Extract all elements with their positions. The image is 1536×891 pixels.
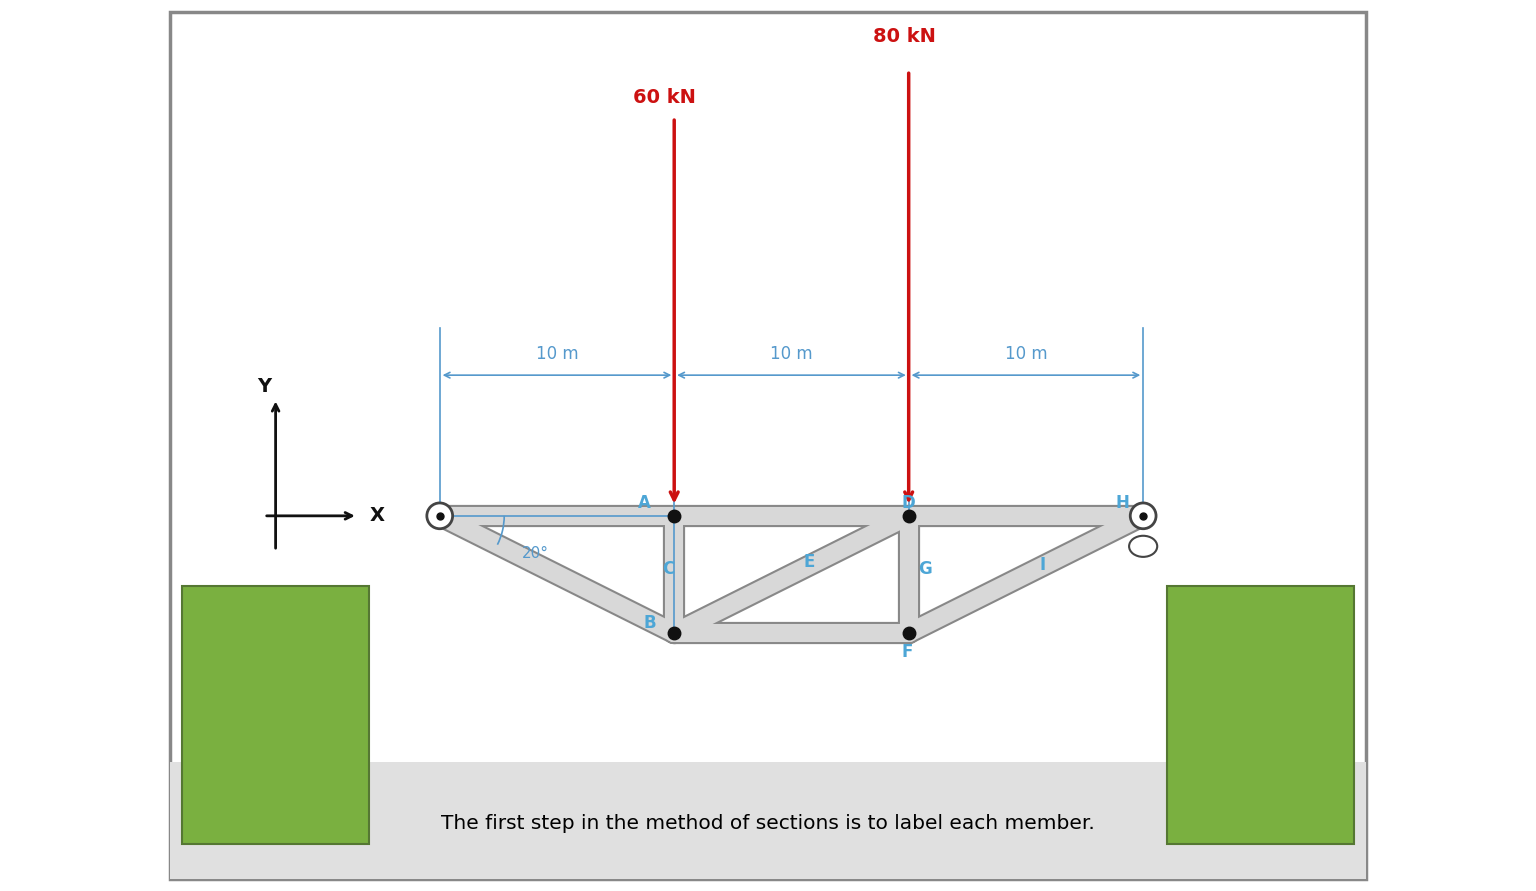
Text: I: I [1040, 556, 1046, 574]
Text: 20°: 20° [522, 546, 548, 561]
Text: A: A [637, 494, 651, 511]
Ellipse shape [1129, 535, 1157, 557]
Bar [1167, 586, 1355, 844]
Bar [181, 586, 369, 844]
Circle shape [1130, 503, 1157, 528]
Text: 80 kN: 80 kN [872, 28, 935, 46]
Text: 60 kN: 60 kN [633, 88, 696, 107]
Text: Y: Y [257, 377, 270, 396]
Text: B: B [644, 615, 656, 633]
Text: 10 m: 10 m [770, 345, 813, 363]
Circle shape [427, 503, 453, 528]
Text: F: F [902, 642, 912, 660]
Text: 10 m: 10 m [536, 345, 578, 363]
Text: G: G [919, 560, 932, 578]
Text: H: H [1115, 494, 1129, 511]
Bar [170, 762, 1366, 879]
Text: X: X [369, 506, 384, 526]
Text: The first step in the method of sections is to label each member.: The first step in the method of sections… [441, 813, 1095, 832]
Text: 10 m: 10 m [1005, 345, 1048, 363]
Text: C: C [662, 560, 674, 578]
Text: E: E [803, 553, 814, 571]
Text: D: D [902, 494, 915, 511]
